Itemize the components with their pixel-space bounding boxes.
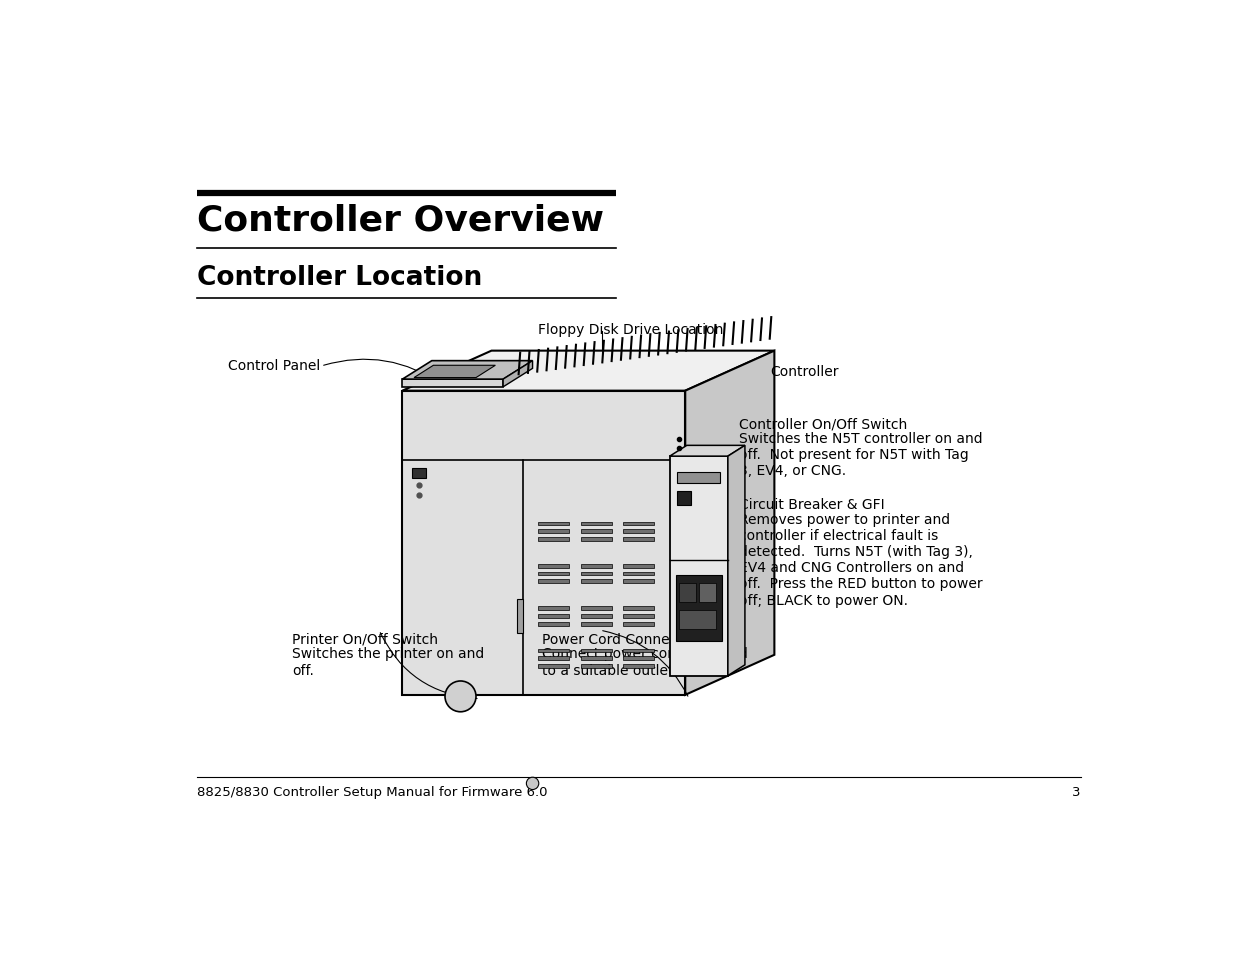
Circle shape [445,681,475,712]
Bar [517,598,524,634]
Bar [624,572,655,576]
Bar [624,664,655,668]
Bar [679,611,716,630]
Bar [580,607,611,611]
Bar [624,579,655,583]
Circle shape [526,778,538,790]
Bar [624,657,655,660]
Polygon shape [685,352,774,695]
Bar [538,649,569,653]
Bar [538,572,569,576]
Bar [624,530,655,534]
Text: Removes power to printer and
controller if electrical fault is
detected.  Turns : Removes power to printer and controller … [740,512,983,607]
Bar [538,615,569,618]
Text: Switches the printer on and
off.: Switches the printer on and off. [293,647,484,677]
Bar [580,615,611,618]
Text: Circuit Breaker & GFI: Circuit Breaker & GFI [740,497,885,512]
Bar [624,522,655,526]
Bar [699,583,716,603]
Text: 8825/8830 Controller Setup Manual for Firmware 6.0: 8825/8830 Controller Setup Manual for Fi… [198,785,547,798]
Text: Switches the N5T controller on and
off.  Not present for N5T with Tag
3, EV4, or: Switches the N5T controller on and off. … [740,432,983,477]
Bar [624,622,655,626]
Bar [580,657,611,660]
Text: Power Cord Connection: Power Cord Connection [542,632,704,646]
Polygon shape [503,361,532,388]
Text: Floppy Disk Drive Location: Floppy Disk Drive Location [538,323,724,336]
Bar [676,576,721,641]
Text: 3: 3 [1072,785,1081,798]
Text: Controller Location: Controller Location [198,264,482,291]
Bar [678,472,720,483]
Bar [669,456,727,676]
Text: Controller: Controller [771,364,839,378]
Bar [538,657,569,660]
Bar [411,468,426,479]
Bar [624,607,655,611]
Bar [538,537,569,541]
Text: Controller On/Off Switch: Controller On/Off Switch [740,416,908,431]
Bar [580,572,611,576]
Bar [580,564,611,568]
Text: Control Panel: Control Panel [228,359,320,373]
Bar [580,649,611,653]
Text: Printer On/Off Switch: Printer On/Off Switch [293,632,438,646]
Bar [624,649,655,653]
Bar [538,664,569,668]
Bar [538,530,569,534]
Bar [678,491,692,505]
Bar [580,530,611,534]
Polygon shape [403,352,774,392]
Text: Connect power cord here and
to a suitable outlet.: Connect power cord here and to a suitabl… [542,647,747,677]
Bar [624,615,655,618]
Bar [538,622,569,626]
Bar [624,537,655,541]
Bar [403,392,685,695]
Polygon shape [727,446,745,676]
Polygon shape [414,366,495,378]
Bar [538,522,569,526]
Bar [580,622,611,626]
Text: Controller Overview: Controller Overview [198,203,604,236]
Bar [580,522,611,526]
Bar [624,564,655,568]
Polygon shape [669,446,745,456]
Bar [538,607,569,611]
Bar [580,664,611,668]
Bar [580,537,611,541]
Polygon shape [403,379,503,388]
Bar [538,579,569,583]
Bar [580,579,611,583]
Bar [538,564,569,568]
Polygon shape [403,361,532,379]
Bar [679,583,697,603]
